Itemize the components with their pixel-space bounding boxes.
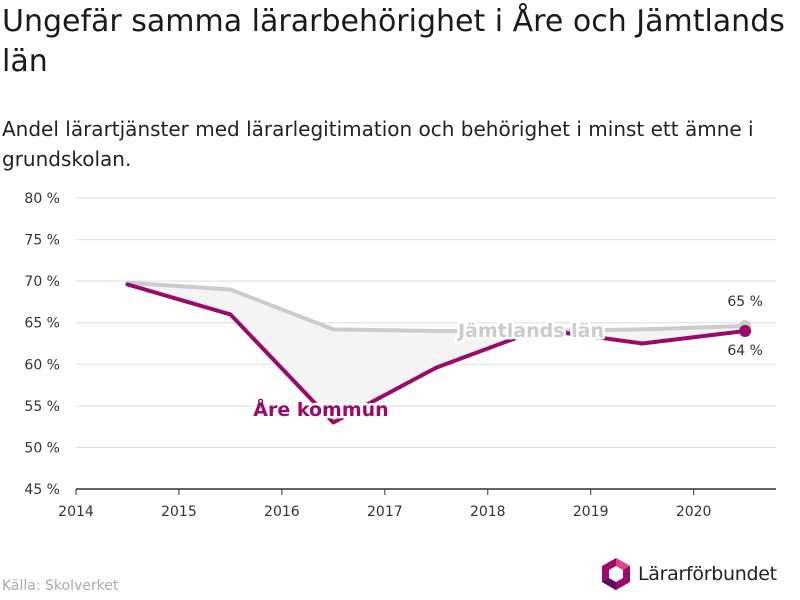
y-axis-tick-labels: 45 % 50 % 55 % 60 % 65 % 70 % 75 % 80 % (24, 191, 60, 498)
x-tick-label: 2018 (470, 504, 506, 520)
area-between-series (127, 282, 746, 423)
x-tick-label: 2015 (161, 504, 197, 520)
end-value-label-are-kommun: 64 % (727, 343, 763, 359)
y-tick-label: 70 % (24, 274, 60, 290)
series-label-halo: Jämtlands län (456, 320, 604, 342)
y-tick-label: 45 % (24, 482, 60, 498)
end-value-label-jamtlands-lan: 65 % (727, 294, 763, 310)
y-tick-label: 80 % (24, 191, 60, 207)
hexagon-logo-icon (602, 558, 630, 590)
x-tick-label: 2020 (676, 504, 712, 520)
lararforbundet-logo: Lärarförbundet (600, 556, 777, 592)
difference-area (127, 282, 746, 423)
x-axis: 2014 2015 2016 2017 2018 2019 2020 (58, 488, 776, 520)
series-lines (125, 280, 752, 425)
chart-title: Ungefär samma lärarbehörighet i Åre och … (2, 4, 785, 79)
grid-lines (76, 197, 776, 448)
source-note: Källa: Skolverket (2, 578, 119, 594)
y-tick-label: 65 % (24, 316, 60, 332)
y-tick-label: 50 % (24, 440, 60, 456)
x-tick-label: 2016 (264, 504, 300, 520)
series-line-are-kommun (125, 282, 748, 425)
series-label-halo: Åre kommun (253, 397, 388, 421)
end-point-are-kommun (739, 325, 752, 338)
x-tick-label: 2017 (367, 504, 403, 520)
x-tick-label: 2019 (573, 504, 609, 520)
y-tick-label: 60 % (24, 357, 60, 373)
y-tick-label: 75 % (24, 233, 60, 249)
logo-text: Lärarförbundet (638, 563, 777, 585)
y-tick-label: 55 % (24, 399, 60, 415)
series-line-jamtlands-lan (125, 280, 748, 334)
series-label-text: Åre kommun (253, 397, 388, 421)
series-label-text: Jämtlands län (456, 320, 604, 342)
x-tick-label: 2014 (58, 504, 94, 520)
chart-subtitle: Andel lärartjänster med lärarlegitimatio… (2, 117, 754, 171)
